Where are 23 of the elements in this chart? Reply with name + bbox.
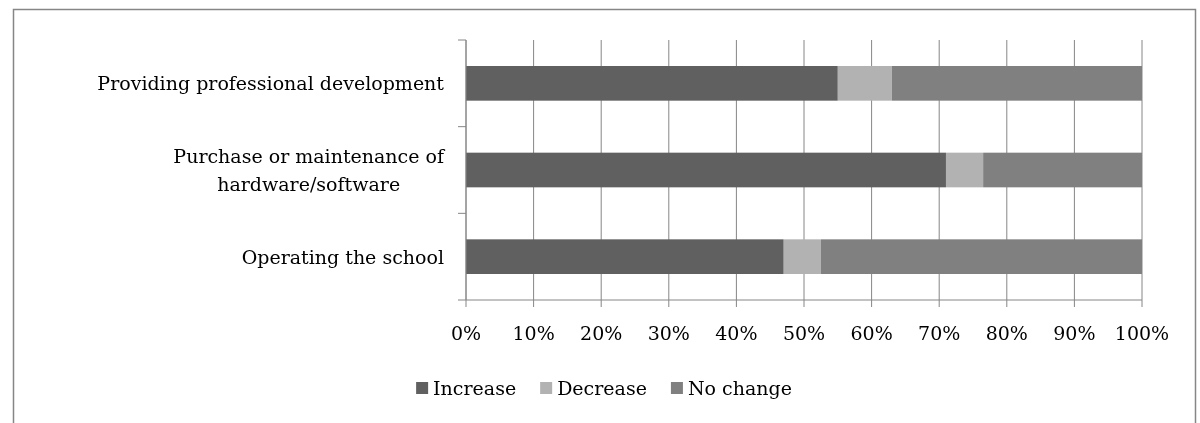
x-tick-label: 80% [985, 322, 1028, 344]
legend-label: Decrease [557, 377, 647, 399]
x-tick-label: 20% [580, 322, 623, 344]
x-tick-label: 30% [647, 322, 690, 344]
legend-label: No change [687, 377, 792, 399]
bar [837, 66, 892, 101]
x-tick-label: 90% [1053, 322, 1096, 344]
x-tick-label: 10% [512, 322, 555, 344]
x-tick-label: 70% [918, 322, 961, 344]
bar [783, 239, 821, 274]
bar [466, 239, 784, 274]
x-tick-label: 0% [450, 322, 482, 344]
x-tick-label: 60% [850, 322, 893, 344]
bar [945, 152, 984, 188]
x-tick-label: 50% [782, 322, 826, 344]
bar [466, 66, 838, 101]
x-tick-label: 100% [1114, 322, 1170, 344]
bar [466, 152, 946, 188]
legend-label: Increase [433, 377, 517, 399]
y-tick-label: Purchase or maintenance of hardware/software [173, 144, 446, 196]
y-tick-label: Providing professional development [97, 72, 445, 95]
x-tick-label: 40% [715, 322, 758, 344]
y-tick-label: Operating the school [241, 245, 445, 268]
